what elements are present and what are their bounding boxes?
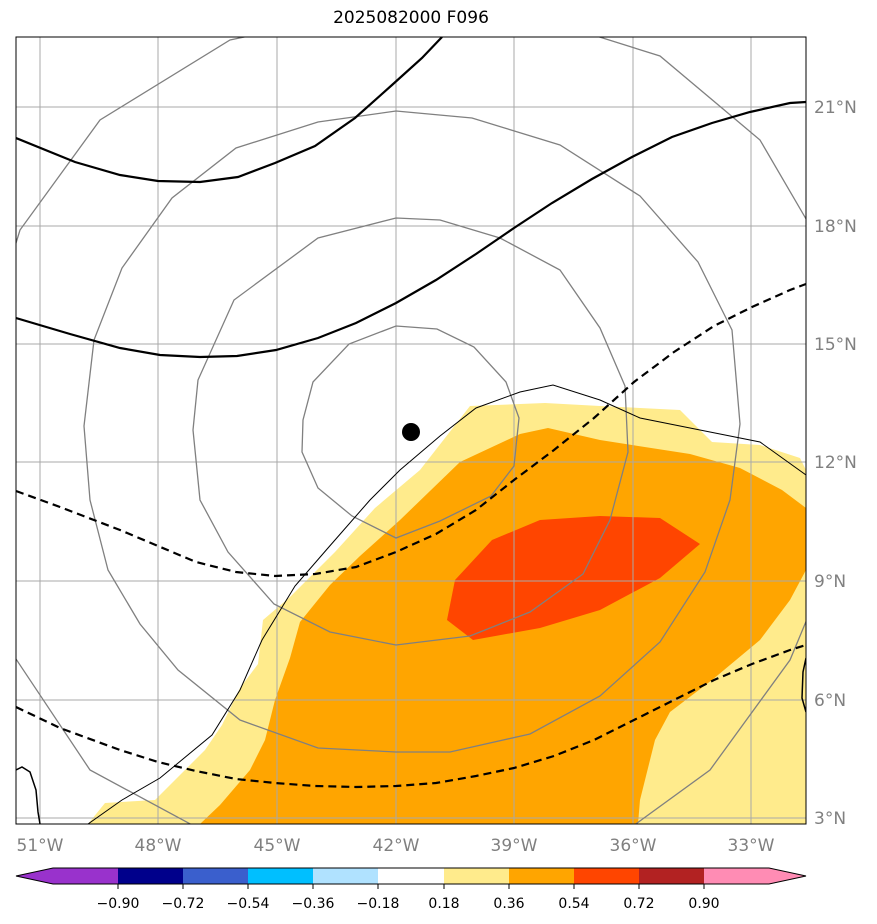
colorbar: −0.90 −0.72 −0.54 −0.36 −0.18 0.18 0.36 …: [15, 867, 807, 912]
latitude-labels: 21°N 18°N 15°N 12°N 9°N 6°N 3°N: [814, 98, 857, 829]
lon-label: 51°W: [17, 836, 64, 856]
colorbar-outline: [15, 867, 807, 885]
solid-contours: [16, 37, 806, 359]
lon-label: 33°W: [728, 836, 775, 856]
colorbar-tick-label: 0.18: [428, 896, 459, 912]
colorbar-tick-label: −0.36: [292, 896, 335, 912]
lat-label: 9°N: [814, 572, 846, 592]
map-area: [16, 37, 806, 824]
colorbar-tick-label: 0.72: [623, 896, 654, 912]
colorbar-segment: [378, 868, 444, 884]
colorbar-segment: [248, 868, 313, 884]
lon-label: 36°W: [610, 836, 657, 856]
colorbar-tick-label: 0.90: [688, 896, 719, 912]
colorbar-segment: [509, 868, 574, 884]
colorbar-segment: [183, 868, 248, 884]
lon-label: 45°W: [254, 836, 301, 856]
coastline: [87, 384, 806, 824]
colorbar-segment: [53, 868, 118, 884]
lat-label: 15°N: [814, 335, 857, 355]
map-frame: [15, 36, 807, 825]
colorbar-tick-label: −0.90: [97, 896, 140, 912]
colorbar-tick-label: −0.72: [162, 896, 205, 912]
storm-center-marker: [402, 423, 420, 441]
colorbar-extend-low: [16, 868, 53, 884]
longitude-labels: 51°W 48°W 45°W 42°W 39°W 36°W 33°W: [17, 836, 775, 856]
lon-label: 42°W: [373, 836, 420, 856]
colorbar-segment: [639, 868, 704, 884]
gridlines: [16, 37, 806, 824]
colorbar-segment: [704, 868, 769, 884]
colorbar-segment: [118, 868, 183, 884]
dashed-contours: [16, 282, 806, 789]
lat-label: 6°N: [814, 691, 846, 711]
coastline-east: [801, 657, 806, 713]
colorbar-tick-label: −0.18: [357, 896, 400, 912]
colorbar-segment: [574, 868, 639, 884]
field-fill-054-072: [447, 516, 700, 640]
storm-contours: [16, 37, 806, 824]
lat-label: 18°N: [814, 217, 857, 237]
lon-label: 39°W: [491, 836, 538, 856]
lat-label: 21°N: [814, 98, 857, 118]
lat-label: 12°N: [814, 453, 857, 473]
colorbar-tick-label: −0.54: [227, 896, 270, 912]
lat-label: 3°N: [814, 809, 846, 829]
figure-title: 2025082000 F096: [333, 8, 489, 28]
lon-label: 48°W: [135, 836, 182, 856]
colorbar-extend-high: [769, 868, 806, 884]
colorbar-tick-label: 0.36: [493, 896, 524, 912]
coastline-west: [16, 766, 41, 824]
colorbar-segment: [313, 868, 378, 884]
colorbar-tick-label: 0.54: [558, 896, 589, 912]
colorbar-segment: [444, 868, 509, 884]
